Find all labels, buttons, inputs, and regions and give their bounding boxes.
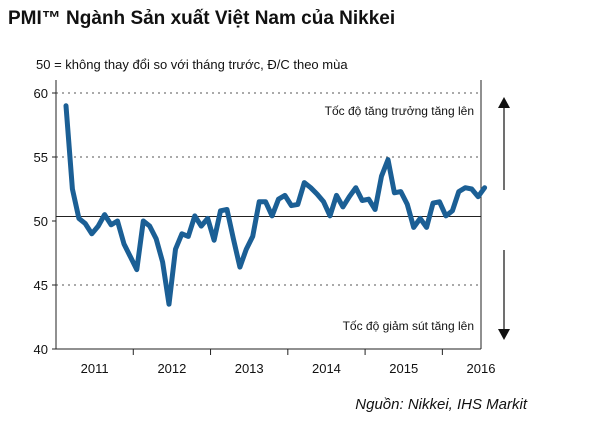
- y-tick-label-45: 45: [34, 278, 48, 293]
- annotation-up: Tốc độ tăng trưởng tăng lên: [325, 104, 474, 118]
- y-tick-label-60: 60: [34, 86, 48, 101]
- gridlines: [56, 92, 481, 286]
- chart-title: PMI™ Ngành Sản xuất Việt Nam của Nikkei: [8, 8, 396, 29]
- annotation-down: Tốc độ giảm sút tăng lên: [343, 319, 474, 333]
- y-tick-label-40: 40: [34, 342, 48, 357]
- x-tick-label-2013: 2013: [235, 361, 264, 376]
- arrow-up-head: [498, 97, 510, 108]
- chart-subtitle: 50 = không thay đổi so với tháng trước, …: [36, 57, 348, 72]
- y-axis-ticks: 40 45 50 55 60: [34, 86, 56, 357]
- x-tick-label-2014: 2014: [312, 361, 341, 376]
- y-tick-label-50: 50: [34, 214, 48, 229]
- arrow-down-head: [498, 329, 510, 340]
- x-tick-label-2015: 2015: [389, 361, 418, 376]
- source-note: Nguồn: Nikkei, IHS Markit: [355, 396, 527, 413]
- x-axis-ticks: 2011 2012 2013 2014 2015 2016: [81, 349, 496, 376]
- x-tick-label-2012: 2012: [157, 361, 186, 376]
- y-tick-label-55: 55: [34, 150, 48, 165]
- x-tick-label-2011: 2011: [81, 361, 109, 376]
- x-tick-label-2016: 2016: [467, 361, 496, 376]
- pmi-series-line: [63, 103, 488, 307]
